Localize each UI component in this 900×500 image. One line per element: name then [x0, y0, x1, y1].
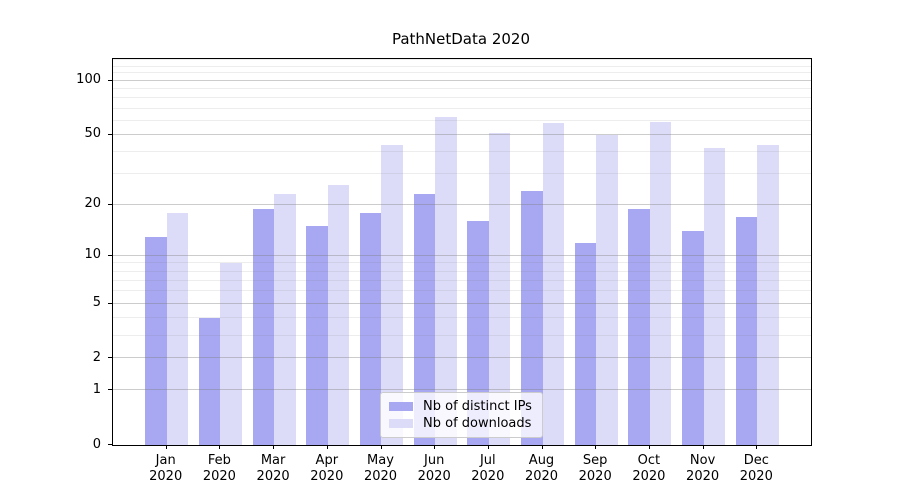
x-tick-label: Feb 2020 [202, 453, 236, 484]
bar-downloads-apr [327, 184, 350, 445]
gridline-major [113, 254, 811, 256]
bar-ips-nov [682, 231, 704, 445]
bar-downloads-feb [220, 263, 242, 445]
y-tick-label: 5 [92, 295, 101, 311]
gridline-minor [113, 65, 811, 67]
gridline-minor [113, 59, 811, 61]
x-tick-mark [756, 445, 758, 449]
bar-downloads-may [381, 144, 403, 445]
bar-downloads-sep [596, 134, 618, 445]
x-tick-label: Nov 2020 [686, 453, 720, 484]
x-tick-label: Jun 2020 [417, 453, 451, 484]
x-tick-label: Oct 2020 [632, 453, 666, 484]
y-tick-mark [108, 389, 112, 391]
bar-ips-sep [574, 242, 597, 445]
y-tick-mark [108, 254, 112, 256]
legend-label-downloads: Nb of downloads [423, 416, 532, 431]
y-tick-mark [108, 302, 112, 304]
bar-ips-oct [628, 208, 650, 445]
plot-area [112, 58, 812, 446]
x-tick-label: Jan 2020 [149, 453, 183, 484]
bar-downloads-mar [274, 194, 296, 445]
gridline-minor [113, 107, 811, 109]
bar-downloads-jun [435, 116, 457, 445]
gridline-minor [113, 72, 811, 74]
y-tick-label: 20 [84, 196, 101, 212]
gridline-major [113, 203, 811, 205]
legend-item-downloads: Nb of downloads [389, 415, 532, 432]
bar-downloads-oct [649, 121, 672, 445]
y-tick-mark [108, 357, 112, 359]
bar-downloads-nov [703, 148, 726, 445]
bar-downloads-jul [488, 133, 511, 445]
y-tick-label: 10 [84, 247, 101, 263]
gridline-minor [113, 150, 811, 152]
y-tick-label: 100 [76, 72, 101, 88]
x-tick-mark [595, 445, 597, 449]
y-tick-mark [108, 79, 112, 81]
gridline-minor [113, 97, 811, 99]
x-tick-mark [648, 445, 650, 449]
y-tick-label: 2 [92, 349, 101, 365]
gridline-minor [113, 279, 811, 281]
x-tick-mark [380, 445, 382, 449]
gridline-major [113, 79, 811, 81]
gridline-major [113, 357, 811, 359]
gridline-minor [113, 173, 811, 174]
x-tick-label: Mar 2020 [256, 453, 290, 484]
bar-downloads-dec [757, 144, 779, 445]
gridline-minor [113, 334, 811, 336]
bar-downloads-jan [166, 212, 189, 445]
legend-item-distinct-ips: Nb of distinct IPs [389, 398, 532, 415]
x-tick-label: Dec 2020 [739, 453, 773, 484]
bar-ips-may [359, 212, 382, 445]
bar-ips-jul [467, 221, 489, 445]
chart-title: PathNetData 2020 [391, 30, 531, 48]
x-tick-mark [541, 445, 543, 449]
x-tick-label: Aug 2020 [524, 453, 559, 484]
gridline-major [113, 302, 811, 304]
x-tick-mark [487, 445, 489, 449]
x-tick-label: Apr 2020 [310, 453, 344, 484]
x-tick-mark [273, 445, 275, 449]
bar-ips-feb [198, 318, 221, 445]
y-tick-label: 50 [84, 126, 101, 142]
gridline-minor [113, 262, 811, 264]
x-tick-mark [434, 445, 436, 449]
bar-ips-dec [735, 216, 758, 445]
bar-ips-jan [145, 236, 167, 445]
bar-ips-mar [252, 208, 275, 445]
legend-label-distinct-ips: Nb of distinct IPs [423, 399, 532, 414]
y-tick-mark [108, 133, 112, 135]
y-tick-label: 0 [92, 436, 101, 452]
gridline-minor [113, 290, 811, 292]
bar-ips-aug [521, 190, 543, 445]
legend-swatch-distinct-ips [389, 402, 413, 411]
bar-ips-jun [413, 194, 436, 445]
x-tick-label: May 2020 [363, 453, 398, 484]
x-tick-mark [219, 445, 221, 449]
gridline-minor [113, 88, 811, 89]
gridline-major [113, 389, 811, 391]
gridline-minor [113, 119, 811, 121]
legend-swatch-downloads [389, 419, 413, 428]
gridline-minor [113, 270, 811, 272]
y-tick-mark [108, 444, 112, 445]
x-tick-mark [702, 445, 704, 449]
x-tick-mark [165, 445, 167, 449]
x-tick-mark [326, 445, 328, 449]
y-tick-mark [108, 203, 112, 205]
y-tick-label: 1 [92, 381, 101, 397]
bar-downloads-aug [542, 123, 565, 445]
gridline-minor [113, 317, 811, 318]
gridline-major [113, 133, 811, 135]
x-tick-label: Sep 2020 [578, 453, 612, 484]
x-tick-label: Jul 2020 [471, 453, 505, 484]
bar-ips-apr [306, 226, 328, 445]
legend: Nb of distinct IPs Nb of downloads [380, 392, 543, 438]
